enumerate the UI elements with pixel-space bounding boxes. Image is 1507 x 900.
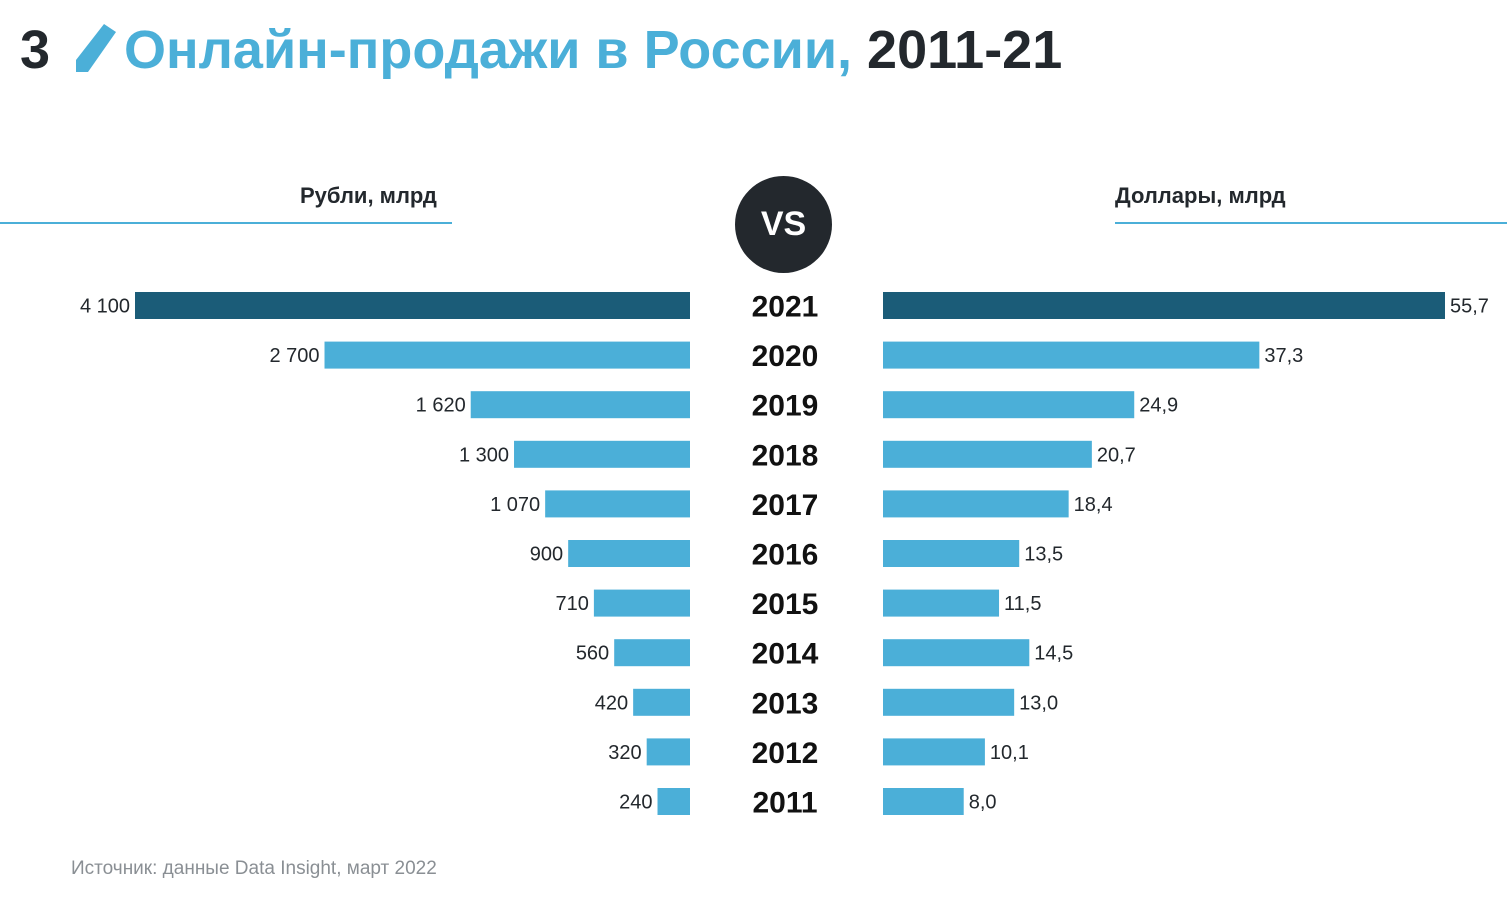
dollars-value-label-2012: 10,1 [990,742,1029,764]
rubles-bar-2017 [545,490,690,518]
rubles-bar-2019 [470,391,690,419]
dollars-bar-2012 [883,738,985,766]
year-label-2012: 2012 [752,737,819,770]
year-label-2015: 2015 [752,588,819,621]
rubles-value-label-2011: 240 [619,792,652,814]
year-label-2014: 2014 [752,638,819,671]
dollars-value-label-2017: 18,4 [1074,494,1113,516]
year-label-2018: 2018 [752,439,819,472]
rubles-value-label-2015: 710 [556,593,589,615]
dollars-bar-2020 [883,341,1260,369]
rubles-bar-2011 [657,788,690,815]
rubles-bar-2021 [135,292,690,319]
year-label-2013: 2013 [752,687,819,720]
rubles-value-label-2014: 560 [576,643,609,665]
page-title: Онлайн-продажи в России, 2011-21 [124,18,1062,82]
rubles-value-label-2012: 320 [608,742,641,764]
dollars-value-label-2019: 24,9 [1139,395,1178,417]
rubles-value-label-2017: 1 070 [490,494,540,516]
rubles-value-label-2019: 1 620 [416,395,466,417]
dollars-value-label-2013: 13,0 [1019,692,1058,714]
rubles-bar-2020 [324,341,690,369]
year-label-2016: 2016 [752,539,819,572]
year-label-2020: 2020 [752,340,819,373]
dollars-series-heading: Доллары, млрд [1115,183,1286,208]
dollars-value-label-2020: 37,3 [1264,345,1303,367]
year-label-2017: 2017 [752,489,819,522]
rubles-bar-2015 [593,589,690,617]
title-main: Онлайн-продажи в России, [124,20,853,80]
dollars-value-label-2014: 14,5 [1034,643,1073,665]
year-label-2011: 2011 [752,787,817,820]
rubles-bar-2014 [614,639,690,667]
title-years: 2011-21 [867,20,1063,80]
slide-number: 3 [20,20,51,80]
dollars-bar-2018 [883,440,1092,468]
slash-icon [76,24,116,72]
rubles-value-label-2021: 4 100 [80,296,130,318]
dollars-value-label-2021: 55,7 [1450,296,1489,318]
dollars-value-label-2011: 8,0 [969,792,997,814]
rubles-bar-2018 [514,440,690,468]
year-label-2019: 2019 [752,390,819,423]
dollars-value-label-2015: 11,5 [1004,593,1041,615]
dollars-bar-2017 [883,490,1069,518]
rubles-value-label-2020: 2 700 [269,345,319,367]
dollars-bar-2019 [883,391,1135,419]
rubles-value-label-2016: 900 [530,544,563,566]
rubles-value-label-2018: 1 300 [459,444,509,466]
rubles-value-label-2013: 420 [595,692,628,714]
dollars-bar-2015 [883,589,1000,617]
dollars-heading-rule [1115,222,1507,224]
dollars-bar-2011 [883,788,964,815]
rubles-bar-2012 [646,738,690,766]
rubles-bar-2016 [568,540,690,567]
dollars-bar-2014 [883,639,1030,667]
dollars-bar-2013 [883,688,1015,716]
dollars-bar-2021 [883,292,1445,319]
rubles-heading-rule [0,222,452,224]
source-note: Источник: данные Data Insight, март 2022 [71,858,437,879]
dollars-bar-2016 [883,540,1020,567]
year-label-2021: 2021 [752,291,819,324]
dollars-value-label-2018: 20,7 [1097,444,1136,466]
rubles-bar-2013 [633,688,690,716]
vs-badge: VS [735,176,832,273]
dollars-value-label-2016: 13,5 [1024,544,1063,566]
rubles-series-heading: Рубли, млрд [300,183,437,208]
